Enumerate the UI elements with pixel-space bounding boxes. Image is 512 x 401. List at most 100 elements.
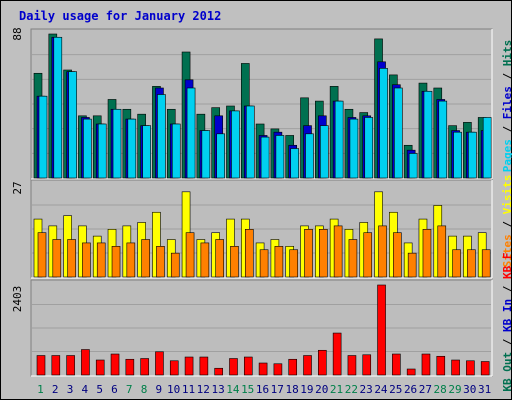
bar-pages-day-14 [231,110,240,179]
bar-sites-day-4 [82,242,91,278]
bar-kbytes-day-29 [451,359,460,376]
x-tick-label-day-30: 30 [463,383,476,396]
legend-separator: / [501,66,512,86]
bar-pages-day-12 [201,130,211,179]
bar-pages-day-9 [157,94,166,179]
legend-separator: / [501,332,512,352]
bar-sites-day-10 [170,252,180,278]
bar-sites-day-28 [437,225,447,278]
bar-kbytes-day-16 [258,362,268,376]
x-tick-label-day-22: 22 [345,383,358,396]
bar-sites-day-22 [348,239,358,278]
bar-pages-day-24 [379,68,388,179]
x-tick-label-day-24: 24 [374,383,388,396]
bar-pages-day-19 [305,133,314,179]
legend-separator: / [501,279,512,299]
bar-sites-day-9 [156,246,165,278]
bar-pages-day-11 [186,87,196,179]
x-tick-label-day-16: 16 [256,383,269,396]
bar-sites-day-24 [378,225,387,278]
bar-pages-day-18 [290,148,300,179]
bar-pages-day-31 [482,117,492,179]
bar-kbytes-day-2 [51,355,61,376]
bar-kbytes-day-11 [184,356,194,376]
legend-visits: Visits [501,175,512,215]
bar-sites-day-25 [393,232,402,278]
legend-bottom: KB Out / KB In / KB F [501,252,512,391]
bar-kbytes-day-5 [95,359,105,376]
legend-separator: / [501,214,512,234]
x-tick-label-day-13: 13 [211,383,224,396]
legend-kb-f: KB F [501,252,512,279]
bar-kbytes-day-13 [214,367,223,376]
bar-kbytes-day-23 [362,354,372,376]
bar-pages-day-21 [334,100,344,179]
x-tick-label-day-21: 21 [330,383,343,396]
legend-separator: / [501,119,512,139]
bar-pages-day-4 [83,118,92,179]
bar-pages-day-23 [364,117,374,179]
x-tick-label-day-20: 20 [315,383,328,396]
x-tick-label-day-11: 11 [182,383,195,396]
x-tick-label-day-31: 31 [478,383,491,396]
bar-sites-day-19 [304,228,313,278]
x-tick-label-day-6: 6 [111,383,118,396]
x-tick-label-day-5: 5 [96,383,103,396]
legend-middle: Sites / Visits [501,175,512,268]
bar-kbytes-day-30 [466,360,475,376]
x-tick-label-day-14: 14 [226,383,240,396]
bar-pages-day-29 [453,131,462,179]
bar-sites-day-26 [407,252,417,278]
bar-sites-day-7 [126,242,136,278]
bar-kbytes-day-21 [332,332,342,376]
bar-kbytes-day-6 [110,353,120,376]
legend-kb-in: KB In [501,299,512,332]
bar-pages-day-27 [423,90,433,179]
x-tick-label-day-15: 15 [241,383,254,396]
bar-pages-day-28 [438,100,448,179]
bar-pages-day-5 [97,123,107,179]
bar-kbytes-day-4 [81,349,90,376]
bar-kbytes-day-19 [303,355,312,376]
bar-sites-day-30 [467,249,476,278]
legend-top: Pages / Files / Hits [501,40,512,173]
bar-kbytes-day-14 [229,358,238,376]
y-max-label-bottom: 2403 [11,286,24,313]
bar-kbytes-day-18 [288,358,298,376]
bar-pages-day-2 [53,36,63,179]
legend-hits: Hits [501,40,512,67]
bar-sites-day-13 [215,239,224,278]
bar-kbytes-day-24 [377,284,386,376]
bar-pages-day-13 [216,133,225,179]
bar-pages-day-7 [127,118,137,179]
bar-kbytes-day-28 [436,355,446,376]
x-tick-label-day-28: 28 [434,383,447,396]
bar-sites-day-11 [185,232,195,278]
bar-sites-day-16 [259,249,269,278]
bar-kbytes-day-26 [406,368,416,376]
legend-sites: Sites [501,234,512,267]
x-tick-label-day-25: 25 [389,383,402,396]
bar-pages-day-26 [408,153,418,179]
x-tick-label-day-7: 7 [126,383,133,396]
x-tick-label-day-12: 12 [197,383,210,396]
bar-sites-day-12 [200,242,210,278]
bar-pages-day-30 [468,131,477,179]
x-tick-label-day-19: 19 [300,383,313,396]
bar-sites-day-17 [274,246,284,278]
bar-kbytes-day-17 [273,363,283,376]
bar-sites-day-18 [289,249,299,278]
bar-sites-day-15 [244,228,254,278]
x-tick-label-day-27: 27 [419,383,432,396]
bar-kbytes-day-7 [125,358,135,376]
legend-pages: Pages [501,139,512,172]
y-max-label-top: 88 [11,27,24,40]
bar-pages-day-8 [142,125,151,179]
bar-kbytes-day-10 [169,360,179,376]
bar-kbytes-day-22 [347,355,357,376]
bar-sites-day-31 [481,249,491,278]
bar-sites-day-23 [363,232,373,278]
x-tick-label-day-18: 18 [285,383,298,396]
